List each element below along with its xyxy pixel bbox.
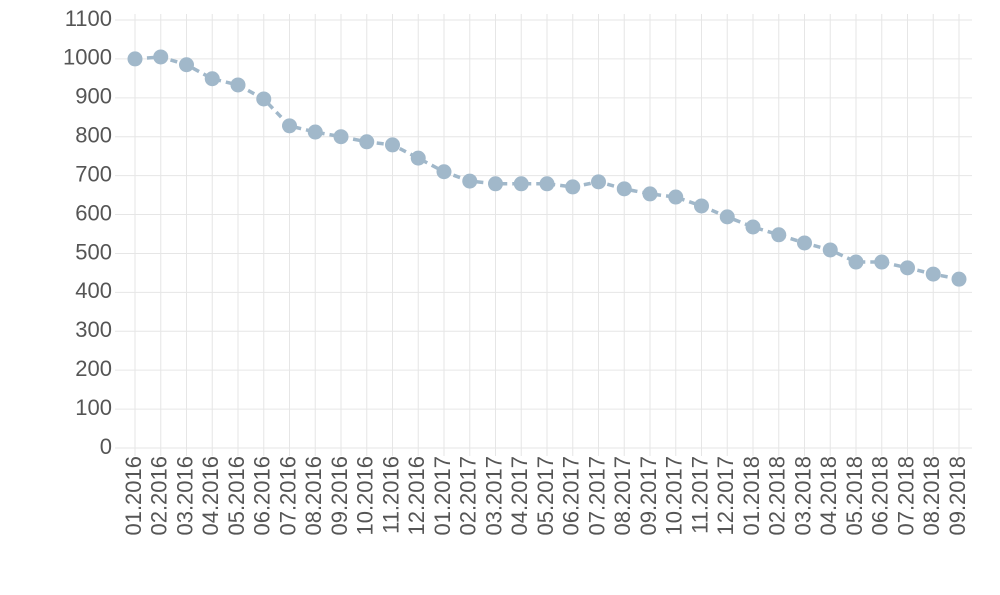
x-tick-label: 12.2016 — [404, 456, 429, 536]
x-tick-label: 07.2017 — [584, 456, 609, 536]
point — [282, 118, 297, 134]
y-tick-label: 500 — [75, 239, 112, 264]
point — [230, 77, 246, 93]
point — [488, 176, 503, 192]
x-tick-label: 11.2017 — [687, 456, 712, 534]
x-tick-label: 05.2018 — [842, 456, 867, 536]
x-tick-label: 02.2017 — [456, 456, 481, 536]
point — [410, 150, 426, 166]
x-tick-label: 10.2017 — [662, 456, 687, 536]
x-tick-label: 04.2017 — [507, 456, 532, 536]
point — [951, 271, 967, 287]
point — [900, 260, 915, 276]
point — [797, 235, 812, 251]
point — [204, 71, 220, 87]
x-tick-label: 11.2016 — [378, 456, 403, 534]
x-tick-label: 04.2016 — [198, 456, 223, 536]
point — [513, 176, 529, 192]
x-tick-label: 06.2016 — [250, 456, 275, 536]
point — [127, 51, 143, 67]
point — [359, 134, 375, 150]
x-tick-label: 02.2018 — [765, 456, 790, 536]
x-tick-label: 07.2018 — [893, 456, 918, 536]
point — [668, 189, 684, 205]
x-tick-label: 02.2016 — [147, 456, 172, 536]
point — [616, 181, 632, 197]
x-tick-label: 01.2016 — [121, 456, 146, 536]
x-tick-label: 12.2017 — [713, 456, 738, 536]
x-tick-label: 09.2017 — [636, 456, 661, 536]
y-tick-label: 800 — [75, 123, 112, 148]
line — [134, 55, 960, 281]
x-tick-label: 06.2017 — [559, 456, 584, 536]
x-tick-label: 09.2018 — [945, 456, 970, 536]
point — [565, 179, 581, 195]
point — [385, 137, 400, 153]
y-tick-label: 0 — [100, 434, 112, 459]
y-tick-label: 1000 — [63, 45, 112, 70]
x-tick-label: 06.2018 — [868, 456, 893, 536]
point — [642, 186, 658, 202]
point — [333, 129, 349, 145]
point — [436, 164, 452, 180]
x-tick-label: 09.2016 — [327, 456, 352, 536]
point — [771, 227, 787, 243]
y-tick-label: 700 — [75, 161, 112, 186]
x-tick-label: 08.2016 — [301, 456, 326, 536]
point — [925, 266, 941, 282]
x-tick-label: 08.2017 — [610, 456, 635, 536]
point — [591, 174, 606, 190]
x-tick-label: 03.2016 — [172, 456, 197, 536]
y-tick-label: 400 — [75, 278, 112, 303]
y-tick-label: 200 — [75, 356, 112, 381]
x-tick-label: 03.2018 — [790, 456, 815, 536]
point — [745, 219, 761, 235]
y-tick-label: 300 — [75, 317, 112, 342]
point — [719, 209, 735, 225]
x-tick-label: 05.2017 — [533, 456, 558, 536]
x-tick-label: 08.2018 — [919, 456, 944, 536]
point — [153, 49, 169, 65]
point — [874, 254, 890, 270]
point — [848, 254, 864, 270]
x-tick-label: 04.2018 — [816, 456, 841, 536]
x-tick-label: 07.2016 — [275, 456, 300, 536]
x-tick-label: 05.2016 — [224, 456, 249, 536]
y-tick-label: 900 — [75, 84, 112, 109]
point — [694, 198, 709, 214]
x-tick-label: 10.2016 — [353, 456, 378, 536]
point — [462, 173, 478, 189]
point — [256, 91, 272, 107]
x-tick-label: 03.2017 — [481, 456, 506, 536]
x-tick-label: 01.2018 — [739, 456, 764, 536]
y-tick-label: 600 — [75, 200, 112, 225]
y-tick-label: 100 — [75, 395, 112, 420]
point — [179, 57, 194, 73]
y-tick-label: 1100 — [65, 6, 112, 31]
point — [539, 176, 555, 192]
x-tick-label: 01.2017 — [430, 456, 455, 536]
point — [307, 124, 323, 140]
point — [822, 242, 838, 258]
